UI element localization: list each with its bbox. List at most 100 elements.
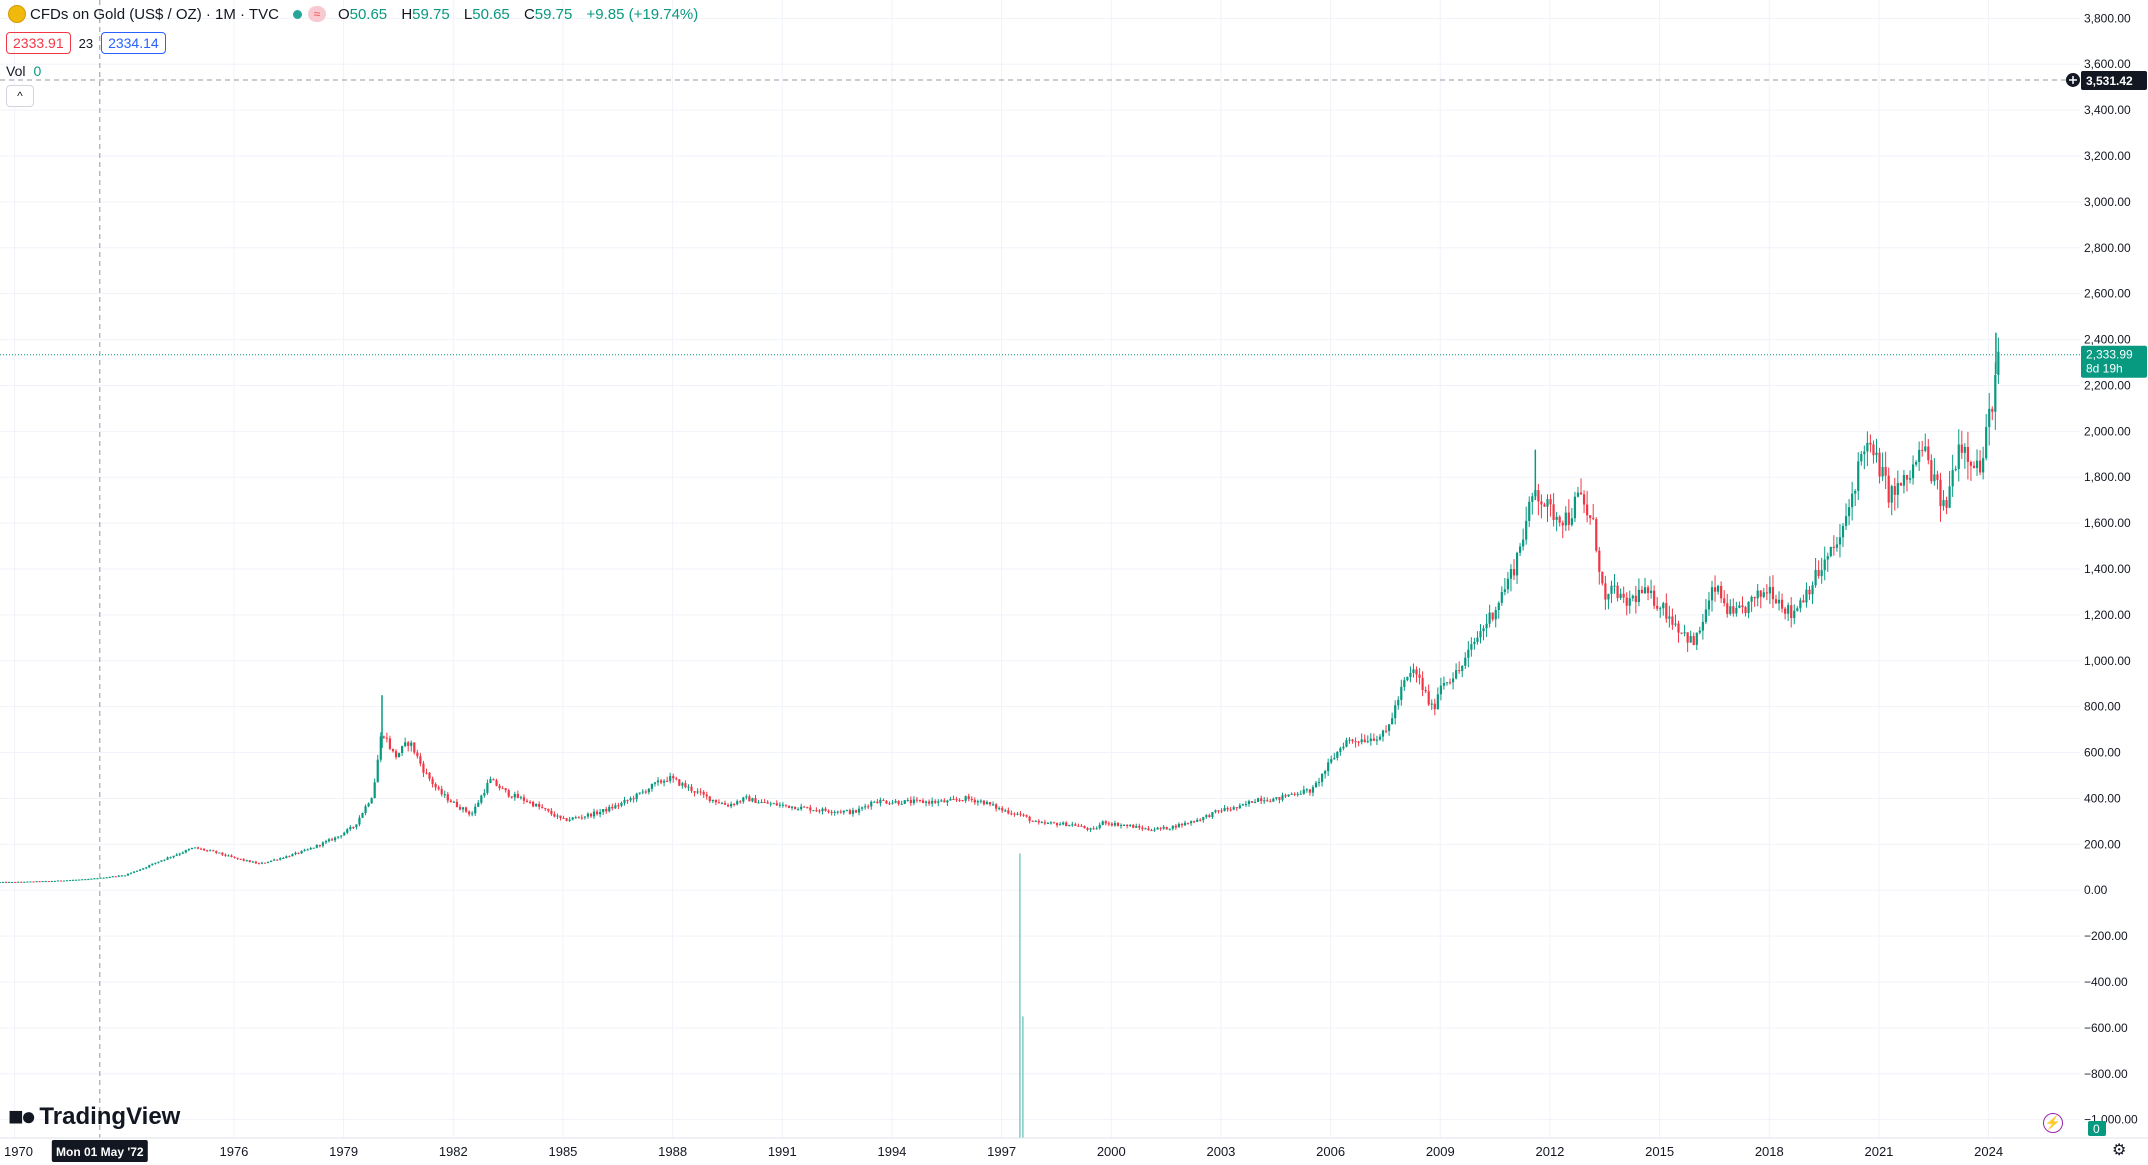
candle-body (754, 798, 757, 804)
collapse-legend-button[interactable]: ^ (6, 85, 34, 107)
candle-body (921, 800, 925, 803)
candle-body (1138, 825, 1141, 828)
candle-body (1083, 825, 1086, 828)
candle-body (723, 803, 727, 805)
candle-body (1177, 823, 1181, 828)
candle-body (535, 804, 538, 807)
candle-body (1345, 740, 1348, 747)
countdown-label: 8d 19h (2086, 362, 2123, 376)
volume-legend[interactable]: Vol 0 (6, 63, 41, 79)
candle-body (1244, 804, 1248, 806)
candle-body (1653, 590, 1656, 606)
candle-body (321, 842, 325, 846)
candle-body (717, 802, 721, 804)
candle-body (361, 813, 364, 818)
candle-body (632, 798, 635, 800)
candle-body (714, 799, 717, 803)
x-tick-label: 1994 (877, 1144, 906, 1159)
tradingview-logo[interactable]: ■● TradingView (8, 1101, 180, 1132)
candle-body (760, 802, 763, 804)
low-label: L (463, 5, 473, 23)
candle-body (251, 861, 254, 863)
candle-body (1936, 474, 1939, 480)
data-delay-icon[interactable]: ≈ (307, 6, 326, 22)
candle-body (928, 801, 931, 804)
candle-body (1966, 446, 1969, 462)
candle-body (1808, 589, 1811, 595)
candle-body (254, 861, 257, 864)
candle-body (528, 801, 532, 803)
candle-body (1104, 821, 1107, 824)
candle-body (1211, 812, 1214, 818)
candle-body (1537, 490, 1540, 502)
candle-body (227, 855, 230, 857)
candle-body (333, 837, 337, 841)
candle-body (1899, 483, 1902, 486)
candle-body (78, 879, 81, 881)
candle-body (1311, 787, 1315, 793)
candle-body (1908, 478, 1912, 480)
y-tick-label: 2,800.00 (2084, 241, 2131, 255)
symbol-title[interactable]: CFDs on Gold (US$ / OZ) · 1M · TVC (30, 5, 279, 23)
candle-body (1394, 705, 1397, 719)
sell-button[interactable]: 2333.91 (6, 32, 71, 54)
buy-button[interactable]: 2334.14 (101, 32, 166, 54)
candle-body (1884, 466, 1887, 476)
candle-body (1613, 585, 1616, 587)
candle-body (230, 855, 233, 858)
last-price-label: 2,333.99 (2086, 348, 2133, 362)
candle-body (1954, 468, 1957, 471)
candle-body (166, 857, 169, 860)
candle-body (1162, 826, 1165, 829)
candle-body (355, 824, 358, 828)
candle-body (1988, 408, 1991, 428)
candle-body (1132, 825, 1135, 828)
candle-body (1918, 449, 1921, 462)
candle-body (1744, 607, 1747, 613)
y-tick-label: 400.00 (2084, 791, 2121, 805)
candle-body (787, 805, 791, 808)
candle-body (623, 800, 626, 803)
gear-icon[interactable]: ⚙ (2112, 1142, 2127, 1159)
candle-body (312, 847, 315, 849)
candle-body (62, 880, 66, 882)
candle-body (1692, 636, 1695, 645)
candle-body (1147, 828, 1150, 831)
candle-body (1196, 819, 1199, 822)
candle-body (860, 807, 864, 809)
x-tick-label: 2015 (1645, 1144, 1674, 1159)
candle-body (644, 791, 647, 793)
candle-body (1525, 520, 1528, 540)
candle-body (1427, 691, 1430, 705)
candle-body (1400, 686, 1403, 700)
candle-body (1363, 739, 1366, 743)
x-tick-label: 2012 (1535, 1144, 1564, 1159)
candle-body (44, 881, 47, 883)
candle-body (1753, 596, 1756, 599)
x-tick-label: 1991 (768, 1144, 797, 1159)
candle-body (958, 799, 961, 801)
candle-body (483, 792, 486, 796)
candle-body (504, 788, 507, 791)
candle-body (1107, 823, 1110, 825)
candle-body (1765, 592, 1768, 594)
candle-body (75, 879, 78, 881)
candle-body (461, 807, 465, 810)
candle-body (730, 803, 733, 807)
candle-body (982, 800, 986, 805)
candle-body (1314, 782, 1318, 788)
candle-body (1482, 628, 1485, 632)
candle-body (1793, 610, 1796, 619)
candle-body (830, 812, 833, 814)
candle-body (1869, 442, 1872, 445)
candle-body (1546, 499, 1549, 507)
candle-body (163, 859, 166, 861)
flash-icon[interactable]: ⚡ (2043, 1113, 2063, 1133)
candle-body (117, 875, 120, 877)
x-tick-label: 2009 (1426, 1144, 1455, 1159)
candle-body (1963, 446, 1966, 453)
candle-body (59, 880, 63, 882)
candle-body (1631, 595, 1634, 599)
y-tick-label: 3,400.00 (2084, 103, 2131, 117)
